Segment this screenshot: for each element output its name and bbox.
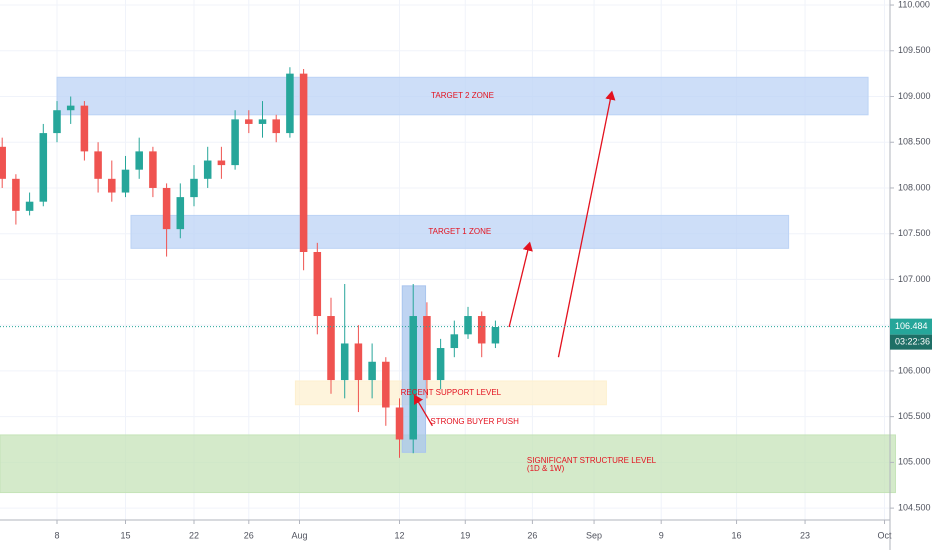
- countdown-tag: [890, 334, 932, 350]
- candle-body: [409, 316, 417, 440]
- candle-body: [245, 119, 253, 124]
- x-tick-label: 19: [460, 530, 470, 540]
- y-tick-label: 106.000: [898, 365, 931, 375]
- y-tick-label: 107.000: [898, 274, 931, 284]
- candle-body: [25, 201, 34, 211]
- candle-body: [450, 334, 459, 349]
- x-tick-label: Sep: [586, 530, 602, 540]
- y-tick-label: 105.000: [898, 457, 931, 467]
- x-tick-label: 23: [800, 530, 810, 540]
- countdown-label: 03:22:36: [895, 337, 930, 347]
- arrow-label: STRONG BUYER PUSH: [430, 417, 519, 426]
- y-tick-label: 108.500: [898, 137, 931, 147]
- candle-body: [436, 348, 445, 381]
- candle-body: [135, 151, 143, 170]
- y-tick-label: 107.500: [898, 228, 931, 238]
- y-tick-label: 110.000: [898, 0, 930, 9]
- candle-body: [121, 169, 130, 193]
- candle-body: [108, 178, 116, 193]
- candle-body: [491, 327, 500, 344]
- candle-body: [340, 343, 349, 381]
- candle-body: [395, 407, 404, 440]
- candle-body: [203, 160, 212, 179]
- arrow: [508, 241, 533, 328]
- candle-body: [53, 110, 61, 134]
- candle-body: [162, 187, 171, 230]
- candle-body: [66, 105, 75, 111]
- candle-body: [258, 119, 267, 124]
- x-tick-label: 22: [189, 530, 199, 540]
- candle-body: [299, 73, 308, 252]
- candle-body: [477, 316, 486, 344]
- zone: [294, 380, 607, 406]
- zone-sublabel: (1D & 1W): [527, 464, 565, 473]
- x-tick-label: 16: [732, 530, 742, 540]
- candle-body: [272, 119, 280, 134]
- last-price-label: 106.484: [895, 321, 928, 331]
- candle-body: [176, 197, 185, 230]
- y-tick-label: 104.500: [898, 502, 931, 512]
- arrow: [557, 90, 616, 358]
- y-tick-label: 109.000: [898, 91, 931, 101]
- candle-body: [217, 160, 226, 166]
- x-tick-label: 9: [659, 530, 664, 540]
- y-tick-label: 105.500: [898, 411, 931, 421]
- zone-label: TARGET 2 ZONE: [431, 91, 494, 100]
- last-price-tag: [890, 318, 932, 335]
- candle-body: [354, 343, 363, 381]
- x-tick-label: 12: [395, 530, 405, 540]
- candle-body: [94, 151, 102, 179]
- x-tick-label: 26: [527, 530, 537, 540]
- zone: [130, 214, 790, 249]
- arrow: [413, 394, 433, 427]
- candle-body: [368, 361, 376, 381]
- y-tick-label: 109.500: [898, 45, 931, 55]
- candle-body: [80, 105, 89, 152]
- candle-body: [0, 146, 6, 179]
- x-tick-label: Aug: [291, 530, 307, 540]
- candle-body: [231, 119, 239, 166]
- candle-body: [190, 178, 198, 198]
- candle-body: [327, 316, 335, 381]
- candle-body: [39, 133, 48, 202]
- candle-body: [464, 316, 472, 335]
- x-tick-label: Oct: [878, 530, 893, 540]
- zone-label: TARGET 1 ZONE: [428, 227, 491, 236]
- x-tick-label: 15: [120, 530, 130, 540]
- candle-body: [423, 316, 431, 381]
- zone: [0, 434, 896, 494]
- candle-body: [12, 178, 20, 211]
- zone-label: SIGNIFICANT STRUCTURE LEVEL: [527, 456, 657, 465]
- candle-body: [313, 251, 322, 317]
- zone: [56, 76, 869, 116]
- y-tick-label: 108.000: [898, 182, 931, 192]
- candle-body: [286, 73, 294, 134]
- x-tick-label: 8: [54, 530, 59, 540]
- candle-body: [149, 151, 157, 188]
- x-tick-label: 26: [244, 530, 254, 540]
- candle-body: [382, 361, 390, 408]
- zone-label: RECENT SUPPORT LEVEL: [401, 388, 502, 397]
